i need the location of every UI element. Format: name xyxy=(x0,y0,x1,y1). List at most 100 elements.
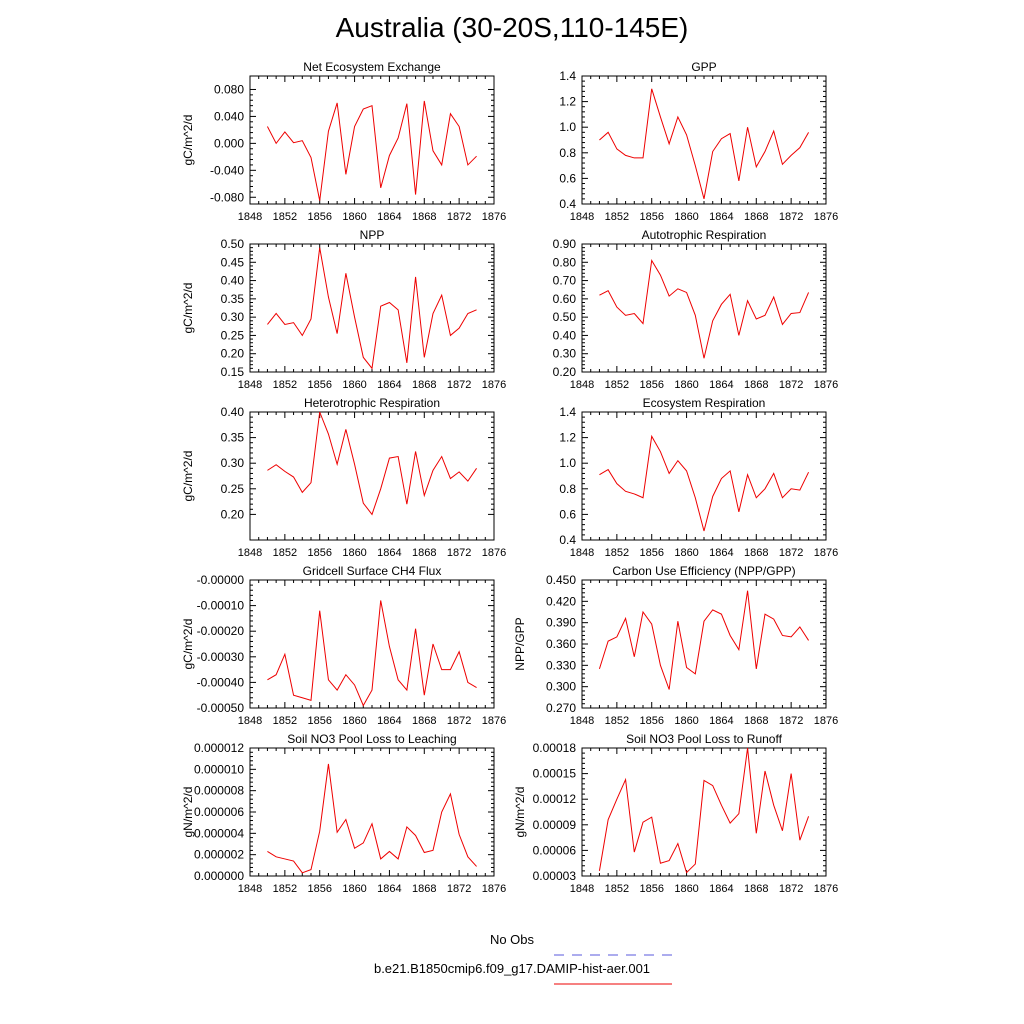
chart-title: NPP xyxy=(360,228,385,242)
x-tick-label: 1852 xyxy=(273,715,297,727)
y-tick-label: 1.4 xyxy=(559,69,576,83)
y-tick-label: 0.000006 xyxy=(194,805,244,819)
chart-panel: Ecosystem Respiration 1848 1852 1856 1860 186… xyxy=(559,396,838,559)
y-tick-label: 1.4 xyxy=(559,405,576,419)
y-tick-label: 0.000 xyxy=(214,136,244,150)
x-tick-label: 1864 xyxy=(377,715,401,727)
y-tick-label: -0.080 xyxy=(210,190,244,204)
x-tick-label: 1868 xyxy=(412,715,436,727)
legend-obs-label: No Obs xyxy=(489,932,535,947)
y-tick-label: -0.00040 xyxy=(197,675,245,689)
x-tick-label: 1864 xyxy=(709,211,733,223)
x-tick-label: 1852 xyxy=(273,547,297,559)
y-tick-label: 0.30 xyxy=(221,310,245,324)
x-tick-label: 1852 xyxy=(605,379,629,391)
y-tick-label: 1.2 xyxy=(559,431,576,445)
y-tick-label: 0.70 xyxy=(553,274,577,288)
x-tick-label: 1848 xyxy=(238,379,262,391)
y-tick-label: 0.25 xyxy=(221,482,245,496)
y-tick-label: 0.390 xyxy=(546,616,576,630)
x-tick-label: 1860 xyxy=(342,547,366,559)
x-tick-label: 1856 xyxy=(307,211,331,223)
y-tick-label: 0.20 xyxy=(221,507,245,521)
y-tick-label: 0.330 xyxy=(546,658,576,672)
y-tick-label: 0.8 xyxy=(559,482,576,496)
chart-title: Ecosystem Respiration xyxy=(643,396,766,410)
y-tick-label: 0.000010 xyxy=(194,762,244,776)
x-tick-label: 1876 xyxy=(482,379,506,391)
y-tick-label: 0.30 xyxy=(221,456,245,470)
y-tick-label: 0.25 xyxy=(221,328,245,342)
series-line xyxy=(267,763,477,874)
plot-frame xyxy=(581,411,827,541)
y-tick-label: 0.080 xyxy=(214,82,244,96)
chart-panel: Soil NO3 Pool Loss to Runoff gN/m^2/d 1848… xyxy=(513,732,838,895)
y-tick-label: 0.360 xyxy=(546,637,576,651)
x-tick-label: 1868 xyxy=(744,211,768,223)
chart-panel: Carbon Use Efficiency (NPP/GPP) NPP/GPP 18… xyxy=(513,564,838,727)
x-tick-label: 1860 xyxy=(674,547,698,559)
x-tick-label: 1860 xyxy=(674,883,698,895)
plot-frame xyxy=(249,75,495,205)
y-tick-label: 0.30 xyxy=(553,347,577,361)
x-tick-label: 1876 xyxy=(814,547,838,559)
y-axis-label: gN/m^2/d xyxy=(513,787,527,838)
series-line xyxy=(267,411,477,516)
y-tick-label: 0.000004 xyxy=(194,826,244,840)
x-tick-label: 1876 xyxy=(814,715,838,727)
series-line xyxy=(598,590,809,690)
y-tick-label: -0.00020 xyxy=(197,624,245,638)
y-tick-label: 1.0 xyxy=(559,120,576,134)
x-tick-label: 1856 xyxy=(307,379,331,391)
y-tick-label: 0.15 xyxy=(221,365,245,379)
x-tick-label: 1872 xyxy=(779,715,803,727)
page-title: Australia (30-20S,110-145E) xyxy=(335,12,689,43)
x-tick-label: 1852 xyxy=(605,715,629,727)
y-tick-label: 1.0 xyxy=(559,456,576,470)
x-tick-label: 1852 xyxy=(605,211,629,223)
x-tick-label: 1856 xyxy=(307,883,331,895)
y-tick-label: 0.300 xyxy=(546,680,576,694)
x-tick-label: 1852 xyxy=(273,211,297,223)
x-tick-label: 1868 xyxy=(412,379,436,391)
x-tick-label: 1848 xyxy=(238,211,262,223)
x-tick-label: 1852 xyxy=(605,883,629,895)
plot-frame xyxy=(581,579,827,709)
x-tick-label: 1864 xyxy=(709,379,733,391)
y-axis-label: gC/m^2/d xyxy=(181,115,195,166)
x-tick-label: 1856 xyxy=(307,715,331,727)
y-tick-label: -0.00000 xyxy=(197,573,245,587)
y-axis-label: gC/m^2/d xyxy=(181,283,195,334)
y-axis-label: NPP/GPP xyxy=(513,617,527,670)
y-tick-label: 0.00012 xyxy=(533,792,577,806)
x-tick-label: 1876 xyxy=(482,715,506,727)
x-tick-label: 1864 xyxy=(709,883,733,895)
x-tick-label: 1860 xyxy=(342,211,366,223)
x-tick-label: 1872 xyxy=(447,547,471,559)
y-tick-label: 0.000002 xyxy=(194,848,244,862)
x-tick-label: 1872 xyxy=(779,379,803,391)
chart-panel: NPP gC/m^2/d 1848 1852 1856 1860 1864 1868 1872 1… xyxy=(181,228,506,391)
y-tick-label: 0.8 xyxy=(559,146,576,160)
x-tick-label: 1864 xyxy=(709,715,733,727)
x-tick-label: 1848 xyxy=(238,715,262,727)
x-tick-label: 1860 xyxy=(342,379,366,391)
y-tick-label: 0.50 xyxy=(221,237,245,251)
y-tick-label: 0.35 xyxy=(221,431,245,445)
y-tick-label: 0.60 xyxy=(553,292,577,306)
chart-title: Gridcell Surface CH4 Flux xyxy=(303,564,442,578)
x-tick-label: 1852 xyxy=(605,547,629,559)
x-tick-label: 1872 xyxy=(447,379,471,391)
y-tick-label: 0.90 xyxy=(553,237,577,251)
chart-panel: Autotrophic Respiration 1848 1852 1856 1860 1… xyxy=(553,228,839,391)
x-tick-label: 1872 xyxy=(447,211,471,223)
y-tick-label: 0.000000 xyxy=(194,869,244,883)
x-tick-label: 1860 xyxy=(342,715,366,727)
x-tick-label: 1864 xyxy=(377,211,401,223)
y-tick-label: 0.50 xyxy=(553,310,577,324)
y-tick-label: 0.450 xyxy=(546,573,576,587)
x-tick-label: 1876 xyxy=(814,379,838,391)
x-tick-label: 1872 xyxy=(447,715,471,727)
x-tick-label: 1872 xyxy=(779,547,803,559)
